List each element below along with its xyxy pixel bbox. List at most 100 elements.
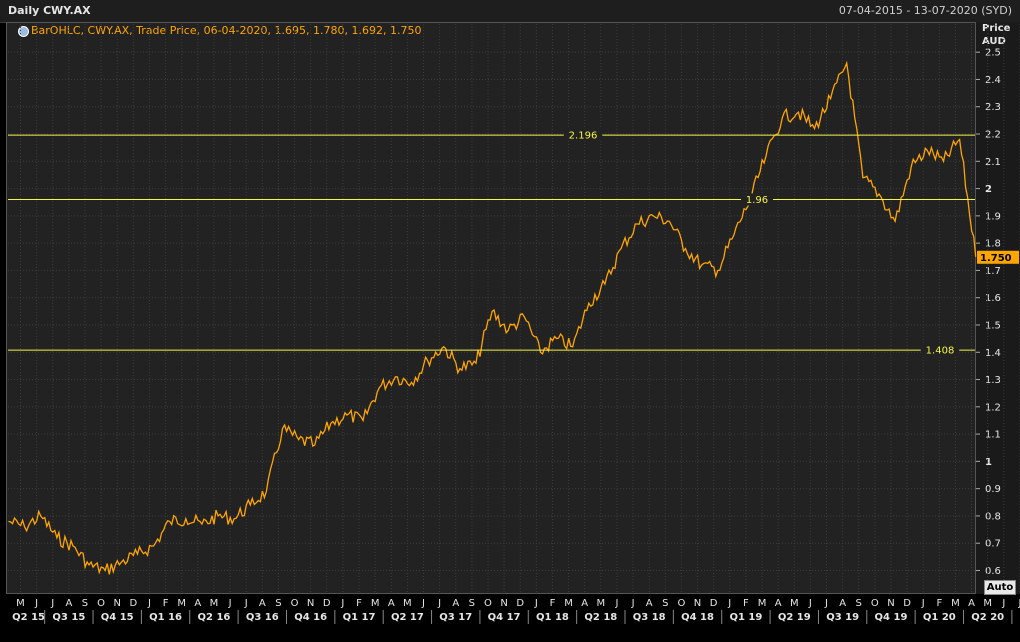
hline-label-bg [563,129,603,142]
month-label: F [936,598,942,609]
quarter-label: Q4 19 [875,612,908,623]
legend: BarOHLC, CWY.AX, Trade Price, 06-04-2020… [18,24,421,37]
month-label: A [452,598,459,609]
hline-label-bg [741,193,773,206]
quarter-label: Q4 17 [488,612,521,623]
month-label: M [790,598,799,609]
y-tick-label: 0.9 [985,484,1001,495]
y-tick-label: 1.5 [985,320,1001,331]
month-label: M [564,598,573,609]
quarter-label: Q2 18 [584,612,617,623]
y-tick-label: 1.7 [985,266,1001,277]
date-range: 07-04-2015 - 13-07-2020 (SYD) [838,4,1012,17]
month-label: J [1017,598,1020,609]
month-label: S [275,598,281,609]
month-label: A [968,598,975,609]
quarter-label: Q3 19 [826,612,859,623]
quarter-label: Q3 18 [633,612,666,623]
quarter-label: Q2 16 [198,612,231,623]
month-label: M [758,598,767,609]
quarter-label: Q3 15 [52,612,85,623]
month-label: S [469,598,475,609]
month-label: D [903,598,911,609]
month-label: A [259,598,266,609]
month-label: J [437,598,441,609]
quarter-label: Q1 20 [923,612,956,623]
month-label: O [484,598,492,609]
hline-label: 1.96 [746,195,768,206]
month-label: J [824,598,828,609]
month-label: S [82,598,88,609]
month-label: A [775,598,782,609]
y-tick-label: 2.2 [985,130,1001,141]
month-label: M [983,598,992,609]
quarter-label: Q1 16 [149,612,182,623]
month-label: J [631,598,635,609]
current-price-label: 1.750 [980,253,1012,264]
month-label: M [371,598,380,609]
month-label: A [388,598,395,609]
month-label: J [808,598,812,609]
legend-text: BarOHLC, CWY.AX, Trade Price, 06-04-2020… [31,24,422,37]
month-label: J [1001,598,1005,609]
month-label: O [97,598,105,609]
month-label: D [710,598,718,609]
y-tick-label: 0.8 [985,511,1001,522]
month-label: O [677,598,685,609]
month-label: O [291,598,299,609]
month-label: J [921,598,925,609]
month-label: A [581,598,588,609]
month-label: F [550,598,556,609]
quarter-label: Q3 16 [246,612,279,623]
month-label: J [244,598,248,609]
y-tick-label: 1.2 [985,402,1001,413]
plot-area[interactable] [6,22,976,594]
month-label: D [129,598,137,609]
month-label: J [50,598,54,609]
y-tick-label: 2.5 [985,48,1001,59]
y-tick-label: 0.7 [985,539,1001,550]
y-tick-label: 0.6 [985,566,1001,577]
series-settings-icon[interactable] [18,25,29,37]
quarter-label: Q2 19 [778,612,811,623]
month-label: A [194,598,201,609]
month-label: F [163,598,169,609]
month-label: N [887,598,894,609]
auto-scale-button[interactable]: Auto [984,580,1016,595]
month-label: M [403,598,412,609]
month-label: J [727,598,731,609]
quarter-label: Q1 18 [536,612,569,623]
month-label: M [177,598,186,609]
month-label: M [210,598,219,609]
month-label: J [614,598,618,609]
month-label: S [662,598,668,609]
month-label: J [34,598,38,609]
quarter-label: Q4 16 [294,612,327,623]
quarter-label: Q2 20 [971,612,1004,623]
month-label: F [743,598,749,609]
y-tick-label: 1.3 [985,375,1001,386]
y-tick-label: 2.3 [985,102,1001,113]
y-tick-label: 1 [985,457,992,468]
currency-label: AUD [982,36,1006,47]
month-label: J [340,598,344,609]
month-label: A [65,598,72,609]
quarter-label: Q4 15 [101,612,134,623]
quarter-label: Q2 17 [391,612,424,623]
y-tick-label: 2.4 [985,75,1001,86]
month-label: A [646,598,653,609]
current-price-tag [977,250,1019,264]
y-tick-label: 1.4 [985,348,1001,359]
price-axis-label: Price [982,23,1011,34]
month-label: N [307,598,314,609]
hline-label: 2.196 [569,131,598,142]
month-label: J [147,598,151,609]
month-label: N [694,598,701,609]
month-label: J [534,598,538,609]
month-label: O [871,598,879,609]
chart-title: Daily CWY.AX [8,4,91,17]
month-label: F [356,598,362,609]
month-label: M [16,598,25,609]
month-label: D [323,598,331,609]
